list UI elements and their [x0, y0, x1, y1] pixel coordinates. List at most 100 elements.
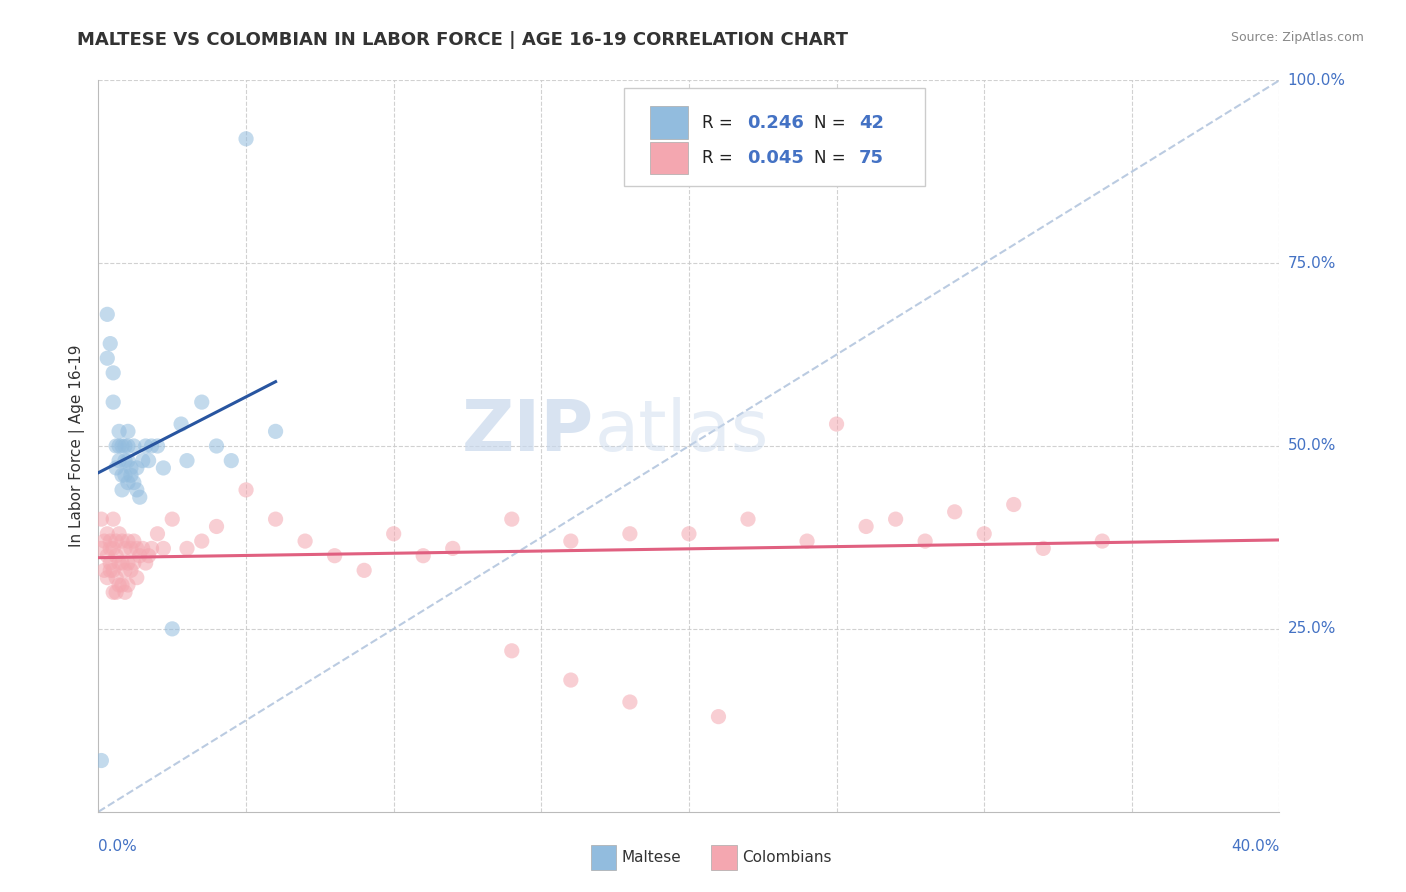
Point — [111, 534, 134, 549]
Point — [90, 512, 112, 526]
Point — [96, 307, 118, 321]
Point — [678, 526, 700, 541]
Point — [122, 534, 145, 549]
Point — [98, 563, 121, 577]
Point — [98, 556, 121, 570]
Point — [114, 439, 136, 453]
Point — [125, 541, 148, 556]
Point — [125, 571, 148, 585]
Point — [825, 417, 848, 431]
Point — [117, 439, 139, 453]
Point — [943, 505, 966, 519]
Point — [108, 453, 131, 467]
Point — [90, 541, 112, 556]
Point — [117, 425, 139, 439]
Point — [120, 563, 142, 577]
Point — [501, 644, 523, 658]
Point — [103, 395, 125, 409]
Point — [128, 490, 150, 504]
Text: Source: ZipAtlas.com: Source: ZipAtlas.com — [1230, 31, 1364, 45]
Point — [114, 585, 136, 599]
Point — [117, 475, 139, 490]
Point — [205, 519, 228, 533]
Text: R =: R = — [702, 149, 738, 167]
Y-axis label: In Labor Force | Age 16-19: In Labor Force | Age 16-19 — [69, 344, 84, 548]
Point — [294, 534, 316, 549]
Point — [111, 578, 134, 592]
Point — [176, 453, 198, 467]
Point — [737, 512, 759, 526]
Point — [111, 468, 134, 483]
Point — [103, 512, 125, 526]
Point — [973, 526, 995, 541]
Point — [114, 563, 136, 577]
Point — [135, 556, 157, 570]
FancyBboxPatch shape — [624, 87, 925, 186]
Point — [105, 439, 128, 453]
Point — [235, 483, 257, 497]
Point — [560, 673, 582, 687]
Point — [353, 563, 375, 577]
Point — [117, 453, 139, 467]
Point — [117, 534, 139, 549]
Point — [105, 585, 128, 599]
Point — [412, 549, 434, 563]
Point — [96, 526, 118, 541]
Point — [103, 563, 125, 577]
Point — [205, 439, 228, 453]
Text: 40.0%: 40.0% — [1232, 839, 1279, 855]
Point — [90, 754, 112, 768]
Point — [111, 439, 134, 453]
Point — [120, 541, 142, 556]
Point — [132, 453, 155, 467]
Point — [170, 417, 193, 431]
Text: R =: R = — [702, 113, 738, 132]
Text: MALTESE VS COLOMBIAN IN LABOR FORCE | AGE 16-19 CORRELATION CHART: MALTESE VS COLOMBIAN IN LABOR FORCE | AG… — [77, 31, 848, 49]
Text: 42: 42 — [859, 113, 884, 132]
Point — [176, 541, 198, 556]
Point — [132, 541, 155, 556]
Point — [323, 549, 346, 563]
Point — [441, 541, 464, 556]
Point — [146, 526, 169, 541]
Point — [264, 512, 287, 526]
Point — [264, 425, 287, 439]
Point — [98, 541, 121, 556]
Point — [1032, 541, 1054, 556]
Point — [117, 578, 139, 592]
Point — [501, 512, 523, 526]
Point — [162, 622, 183, 636]
Point — [108, 439, 131, 453]
Point — [111, 483, 134, 497]
Point — [796, 534, 818, 549]
Point — [122, 556, 145, 570]
Point — [108, 556, 131, 570]
Point — [108, 526, 131, 541]
Point — [122, 439, 145, 453]
Point — [914, 534, 936, 549]
Point — [1091, 534, 1114, 549]
Text: N =: N = — [814, 113, 851, 132]
Point — [138, 549, 160, 563]
Text: Colombians: Colombians — [742, 850, 832, 864]
Point — [152, 461, 174, 475]
Text: 100.0%: 100.0% — [1288, 73, 1346, 87]
Point — [191, 534, 214, 549]
Point — [125, 483, 148, 497]
Point — [120, 461, 142, 475]
Point — [114, 468, 136, 483]
Point — [105, 534, 128, 549]
Point — [98, 336, 121, 351]
Text: 0.246: 0.246 — [747, 113, 804, 132]
Point — [105, 549, 128, 563]
Point — [108, 578, 131, 592]
Text: 0.045: 0.045 — [747, 149, 804, 167]
Text: N =: N = — [814, 149, 851, 167]
Point — [105, 571, 128, 585]
Text: 0.0%: 0.0% — [98, 839, 138, 855]
Point — [96, 571, 118, 585]
Point — [98, 534, 121, 549]
Point — [135, 439, 157, 453]
Point — [103, 541, 125, 556]
Point — [117, 556, 139, 570]
